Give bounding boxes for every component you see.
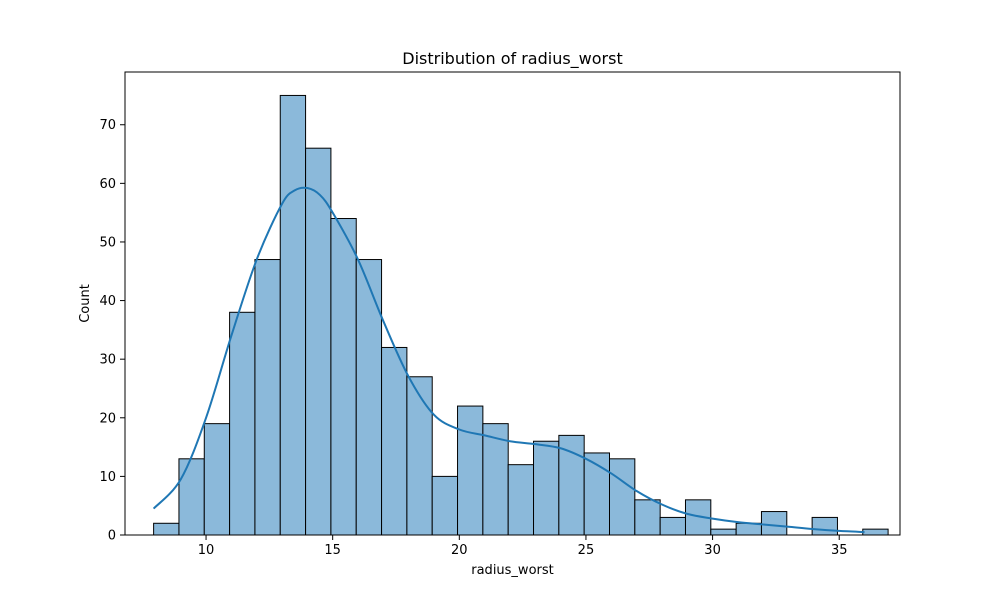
- y-tick-label: 10: [99, 470, 116, 485]
- x-tick-label: 25: [578, 543, 595, 558]
- histogram-bar: [634, 499, 661, 536]
- y-axis-label: Count: [78, 284, 93, 323]
- x-axis-label: radius_worst: [471, 563, 554, 578]
- histogram-bar: [609, 458, 636, 536]
- histogram-bar: [659, 516, 686, 536]
- histogram-bar: [431, 475, 459, 536]
- histogram-bar: [279, 94, 307, 536]
- kde-line: [152, 186, 865, 534]
- histogram-bar: [558, 434, 585, 536]
- histogram-bar: [457, 405, 484, 536]
- x-tick-label: 15: [324, 543, 341, 558]
- histogram-bar: [862, 528, 889, 536]
- histogram-bar: [229, 311, 256, 536]
- y-tick-label: 50: [99, 235, 116, 250]
- x-tick-label: 20: [451, 543, 468, 558]
- histogram-bar: [406, 376, 433, 536]
- histogram-bar: [178, 458, 205, 536]
- histogram-bar: [254, 259, 281, 536]
- histogram-bar: [811, 516, 838, 536]
- histogram-bar: [583, 452, 610, 536]
- histogram-bar: [735, 522, 762, 536]
- histogram-bar: [507, 464, 535, 536]
- y-tick-label: 0: [108, 529, 116, 544]
- y-tick-label: 70: [99, 118, 116, 133]
- histogram-bar: [760, 511, 788, 536]
- x-axis-ticks: 10 15 20 25 30 35: [198, 535, 848, 558]
- y-tick-label: 20: [99, 411, 116, 426]
- histogram-bar: [533, 440, 560, 536]
- chart-title: Distribution of radius_worst: [402, 49, 622, 69]
- x-tick-label: 10: [198, 543, 215, 558]
- histogram-bar: [305, 147, 332, 536]
- x-tick-label: 35: [831, 543, 848, 558]
- bars-layer: [153, 94, 889, 536]
- histogram-bar: [355, 259, 383, 536]
- x-tick-label: 30: [704, 543, 721, 558]
- plot-frame: [124, 71, 901, 536]
- histogram-bar: [381, 346, 408, 536]
- y-tick-label: 60: [99, 177, 116, 192]
- histogram-bar: [153, 522, 180, 536]
- histogram-bar: [330, 218, 357, 536]
- histogram-bar: [710, 528, 737, 536]
- histogram-bar: [482, 423, 509, 536]
- histogram-bar: [203, 423, 231, 536]
- y-axis-ticks: 0 10 20 30 40 50 60 70: [99, 118, 125, 544]
- y-tick-label: 30: [99, 353, 116, 368]
- y-tick-label: 40: [99, 294, 116, 309]
